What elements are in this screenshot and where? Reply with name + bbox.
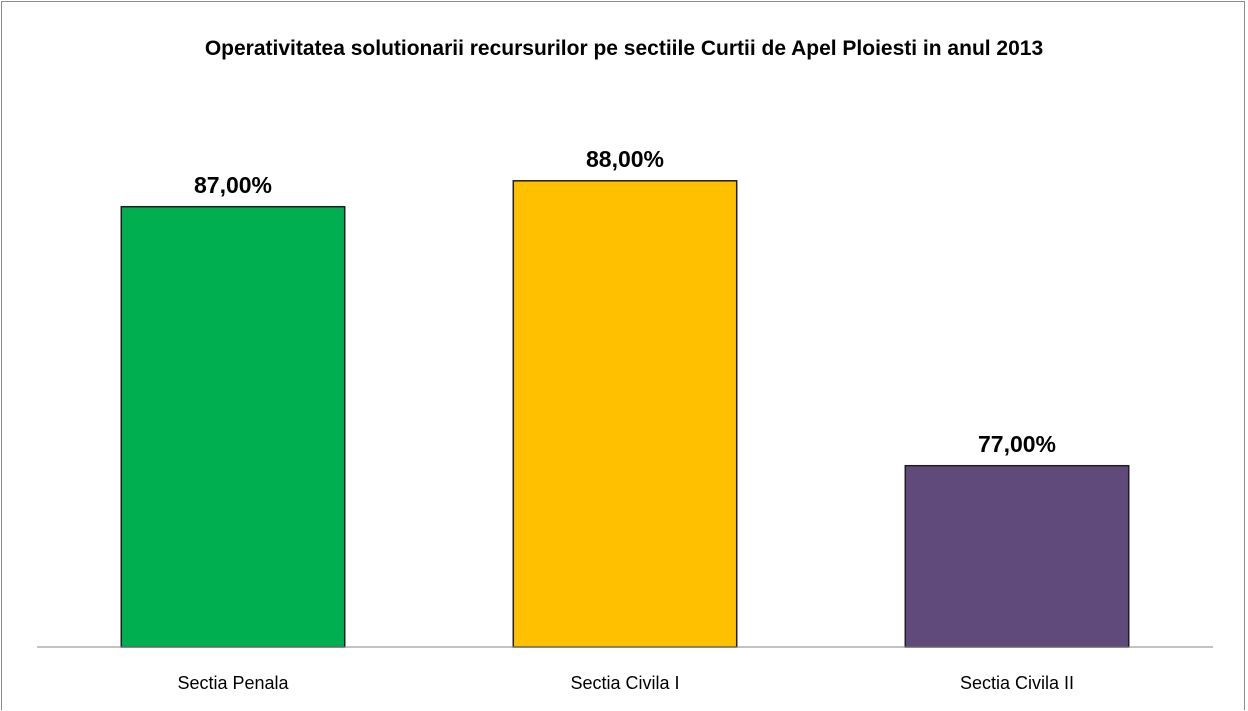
bar <box>512 180 738 648</box>
bar <box>120 205 346 648</box>
value-label: 87,00% <box>194 172 272 198</box>
x-tick-label: Sectia Civila II <box>960 673 1074 693</box>
value-label: 88,00% <box>586 146 664 172</box>
x-tick-label: Sectia Civila I <box>570 673 679 693</box>
bar <box>904 464 1130 648</box>
x-tick-label: Sectia Penala <box>177 673 289 693</box>
value-label: 77,00% <box>978 431 1056 457</box>
chart-title: Operativitatea solutionarii recursurilor… <box>204 37 1044 60</box>
